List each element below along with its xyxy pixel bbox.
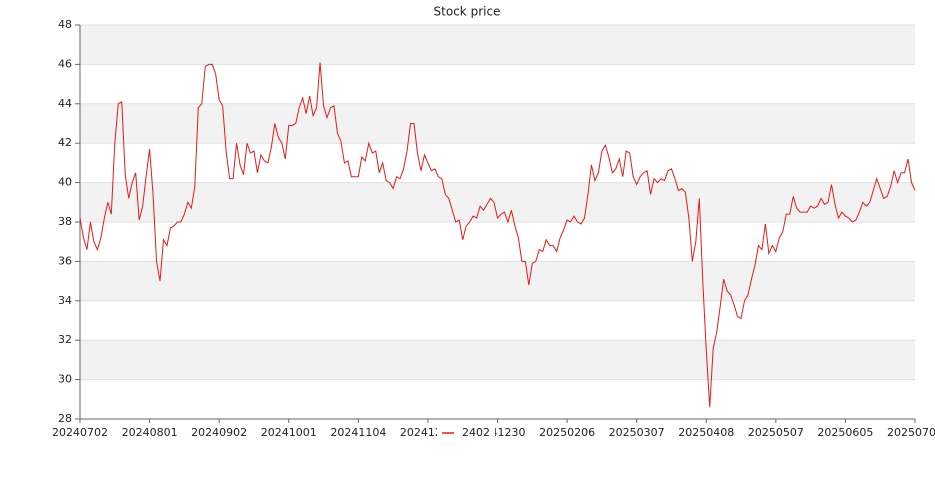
y-tick-label: 42	[58, 136, 72, 149]
y-tick-label: 44	[58, 97, 72, 110]
grid-band	[80, 103, 915, 144]
grid-band	[80, 25, 915, 65]
x-tick-label: 20250206	[539, 426, 595, 439]
x-tick-label: 20250605	[817, 426, 873, 439]
y-tick-label: 46	[58, 57, 72, 70]
x-tick-label: 20250408	[678, 426, 734, 439]
y-tick-label: 36	[58, 254, 72, 267]
y-tick-label: 32	[58, 333, 72, 346]
y-tick-label: 38	[58, 215, 72, 228]
x-tick-label: 20240801	[122, 426, 178, 439]
price-line	[79, 62, 916, 408]
legend-label: 2402	[462, 426, 490, 439]
y-tick-label: 48	[58, 18, 72, 31]
y-tick-label: 34	[58, 294, 72, 307]
x-tick-label: 20250307	[609, 426, 665, 439]
x-tick-label: 20240902	[191, 426, 247, 439]
y-tick-label: 28	[58, 412, 72, 425]
x-tick-label: 20241104	[330, 426, 386, 439]
grid-band	[80, 261, 915, 301]
chart-title: Stock price	[434, 5, 501, 19]
x-tick-label: 20240702	[52, 426, 108, 439]
grid-band	[80, 340, 915, 380]
legend-box	[437, 425, 495, 441]
y-tick-label: 30	[58, 373, 72, 386]
x-tick-label: 20241001	[261, 426, 317, 439]
grid-band	[80, 182, 915, 222]
x-tick-label: 20250703	[887, 426, 935, 439]
x-tick-label: 20250507	[748, 426, 804, 439]
y-tick-label: 40	[58, 176, 72, 189]
